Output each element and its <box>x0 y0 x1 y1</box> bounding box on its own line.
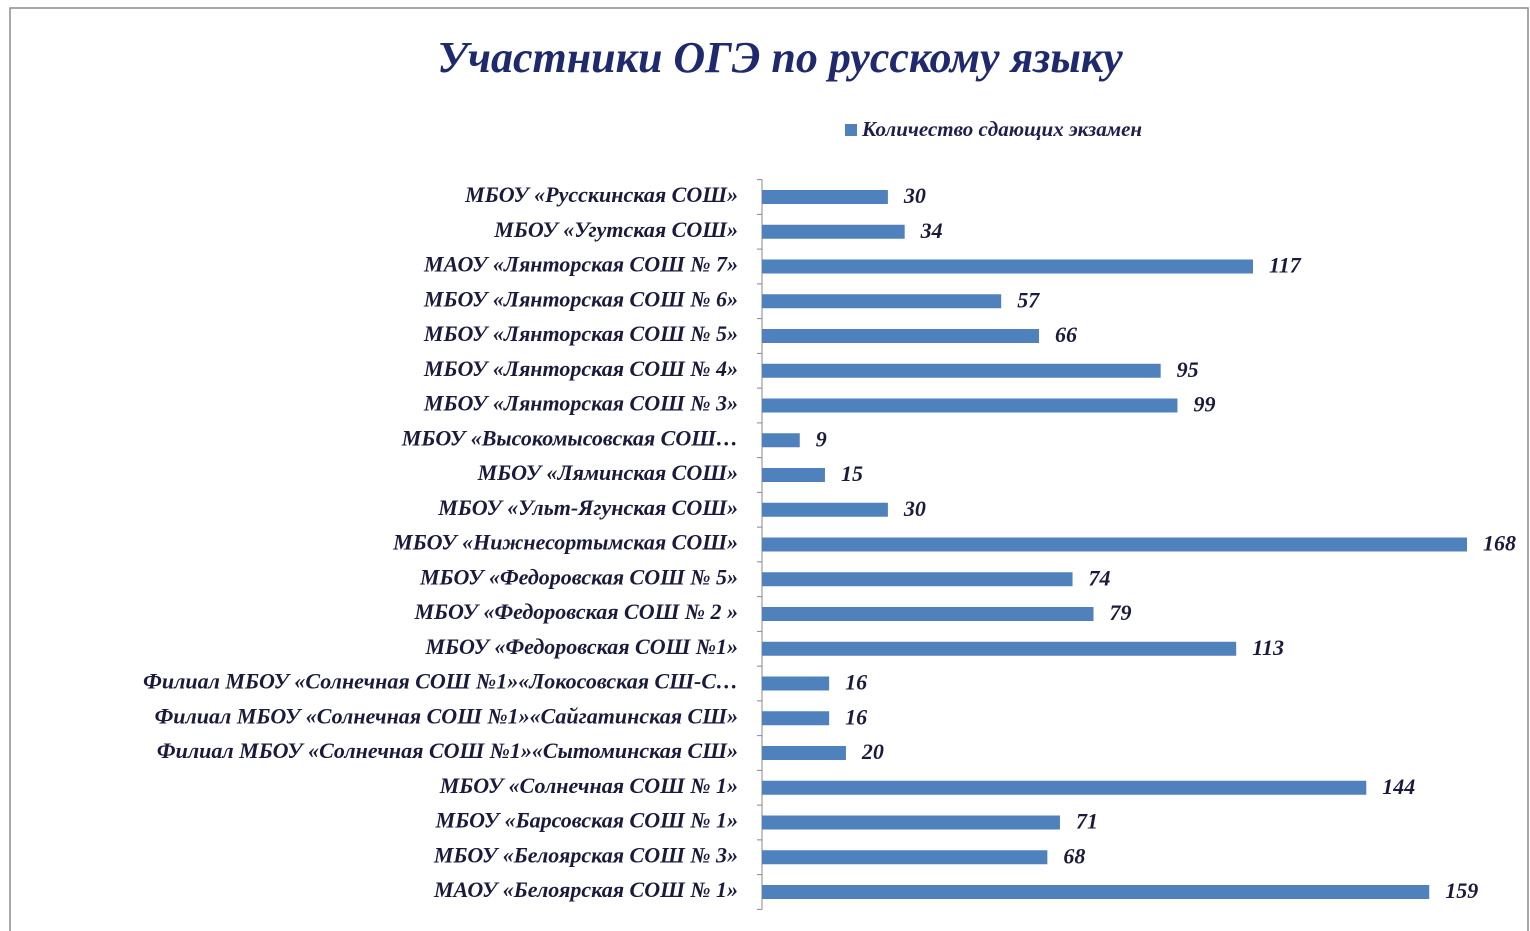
bar <box>762 885 1430 899</box>
bar <box>762 815 1060 830</box>
y-tick-label: МБОУ «Ляминская СОШ» <box>477 460 738 485</box>
y-tick-label: МБОУ «Барсовская СОШ № 1» <box>435 808 738 833</box>
chart-border <box>9 7 1529 931</box>
y-tick-label: МБОУ «Высокомысовская СОШ… <box>401 425 738 450</box>
data-label: 66 <box>1055 322 1077 347</box>
y-tick-label: МБОУ «Нижнесортымская СОШ» <box>392 530 738 555</box>
bar <box>762 746 846 760</box>
data-label: 74 <box>1089 565 1111 590</box>
y-tick-label: МАОУ «Лянторская СОШ № 7» <box>423 252 738 277</box>
data-label: 168 <box>1483 531 1516 556</box>
data-label: 16 <box>845 670 867 695</box>
data-label: 9 <box>816 426 827 451</box>
y-tick-label: МБОУ «Ульт-Ягунская СОШ» <box>437 495 738 520</box>
bar <box>762 468 825 482</box>
bar <box>762 850 1048 865</box>
bar <box>762 259 1253 274</box>
data-label: 15 <box>841 461 863 486</box>
y-tick-label: МБОУ «Лянторская СОШ № 5» <box>423 321 738 346</box>
bar <box>762 398 1178 413</box>
y-tick-label: Филиал МБОУ «Солнечная СОШ №1»«Сытоминск… <box>157 738 738 763</box>
y-tick-label: МБОУ «Белоярская СОШ № 3» <box>433 842 738 867</box>
y-tick-label: МАОУ «Белоярская СОШ № 1» <box>433 877 738 902</box>
data-label: 20 <box>861 739 884 764</box>
data-label: 30 <box>903 496 926 521</box>
y-tick-label: МБОУ «Лянторская СОШ № 4» <box>423 356 738 381</box>
data-label: 71 <box>1076 809 1098 834</box>
bar <box>762 780 1367 795</box>
y-tick-label: МБОУ «Солнечная СОШ № 1» <box>439 773 738 798</box>
bar <box>762 433 800 448</box>
data-label: 79 <box>1110 600 1132 625</box>
data-label: 57 <box>1017 287 1040 312</box>
bar <box>762 711 830 726</box>
y-tick-label: МБОУ «Лянторская СОШ № 6» <box>423 286 738 311</box>
bar <box>762 190 888 204</box>
data-label: 68 <box>1063 843 1085 868</box>
y-tick-label: МБОУ «Федоровская СОШ №1» <box>425 634 739 659</box>
y-tick-label: МБОУ «Лянторская СОШ № 3» <box>423 391 738 416</box>
data-label: 159 <box>1445 878 1478 903</box>
bar <box>762 363 1161 378</box>
y-tick-label: МБОУ «Угутская СОШ» <box>493 217 738 242</box>
bar <box>762 607 1094 621</box>
y-tick-label: Филиал МБОУ «Солнечная СОШ №1»«Локосовск… <box>143 669 738 694</box>
y-tick-label: МБОУ «Федоровская СОШ № 5» <box>419 564 738 589</box>
bar <box>762 537 1467 552</box>
data-label: 30 <box>903 183 926 208</box>
data-label: 99 <box>1193 392 1215 417</box>
y-tick-label: МБОУ «Федоровская СОШ № 2 » <box>414 599 739 624</box>
data-label: 117 <box>1269 253 1302 278</box>
data-label: 34 <box>920 218 943 243</box>
y-tick-label: МБОУ «Русскинская СОШ» <box>464 182 738 207</box>
bar <box>762 502 888 517</box>
bar <box>762 676 830 691</box>
chart-title: Участники ОГЭ по русскому языку <box>437 33 1123 82</box>
legend-swatch <box>845 124 857 136</box>
data-label: 113 <box>1252 635 1284 660</box>
data-label: 95 <box>1177 357 1199 382</box>
bar <box>762 329 1039 343</box>
data-label: 16 <box>845 704 867 729</box>
bar <box>762 641 1237 656</box>
bar <box>762 294 1002 309</box>
bar <box>762 224 905 239</box>
bar <box>762 572 1073 587</box>
data-label: 144 <box>1382 774 1415 799</box>
y-tick-label: Филиал МБОУ «Солнечная СОШ №1»«Сайгатинс… <box>155 703 738 728</box>
legend-label: Количество сдающих экзамен <box>861 117 1142 141</box>
